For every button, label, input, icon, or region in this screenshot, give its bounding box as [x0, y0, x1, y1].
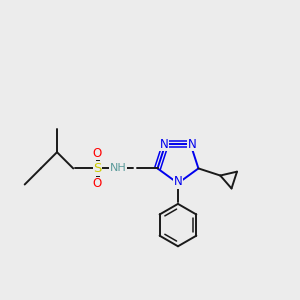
Text: S: S	[93, 162, 101, 175]
Text: O: O	[93, 177, 102, 190]
Text: N: N	[160, 138, 168, 151]
Text: N: N	[174, 175, 182, 188]
Text: NH: NH	[110, 164, 126, 173]
Text: O: O	[93, 147, 102, 160]
Text: N: N	[188, 138, 197, 151]
